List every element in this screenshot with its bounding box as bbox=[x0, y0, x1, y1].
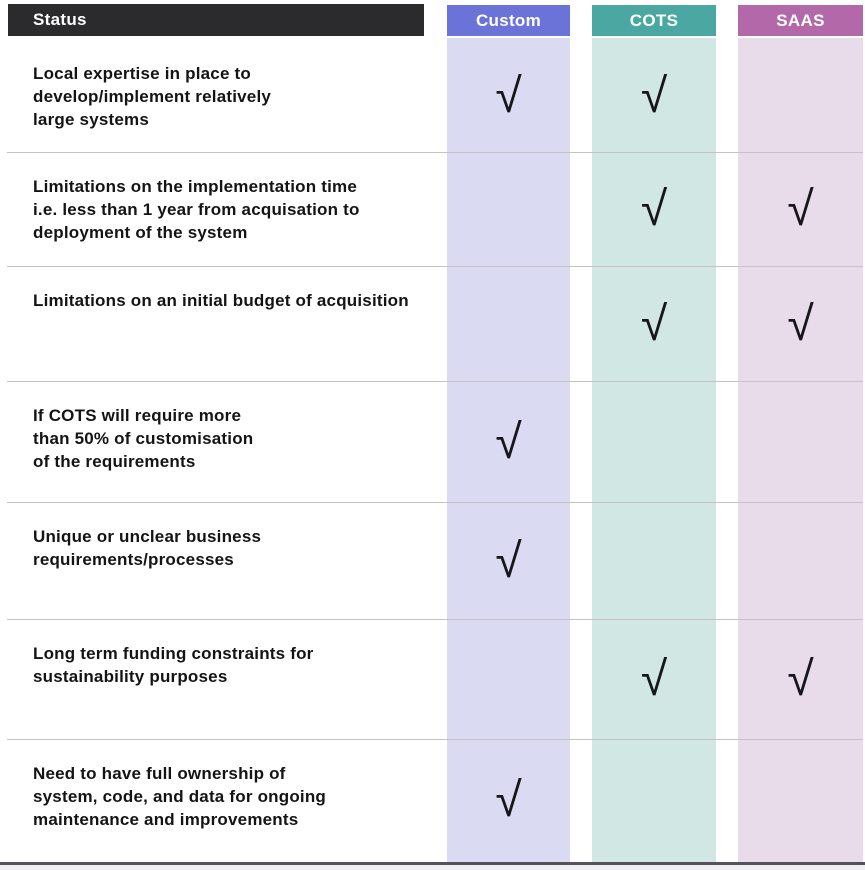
table-row: Local expertise in place to develop/impl… bbox=[0, 40, 865, 153]
check-cell-cots: √ bbox=[592, 40, 716, 153]
row-divider bbox=[7, 152, 863, 153]
column-header-custom: Custom bbox=[447, 5, 570, 36]
check-cell-saas bbox=[738, 503, 863, 620]
check-cell-cots bbox=[592, 382, 716, 503]
column-header-saas: SAAS bbox=[738, 5, 863, 36]
table-row: Limitations on the implementation time i… bbox=[0, 153, 865, 267]
column-band-custom bbox=[447, 38, 570, 862]
row-label: Long term funding constraints for sustai… bbox=[33, 644, 314, 686]
table-row: Limitations on an initial budget of acqu… bbox=[0, 267, 865, 382]
check-cell-custom: √ bbox=[447, 40, 570, 153]
column-header-cots-label: COTS bbox=[629, 10, 679, 30]
row-divider bbox=[7, 739, 863, 740]
status-header: Status bbox=[8, 4, 424, 36]
check-mark-icon: √ bbox=[640, 69, 668, 123]
check-cell-cots: √ bbox=[592, 620, 716, 740]
check-cell-saas: √ bbox=[738, 267, 863, 382]
status-header-label: Status bbox=[33, 10, 87, 29]
table-row: If COTS will require more than 50% of cu… bbox=[0, 382, 865, 503]
row-label: If COTS will require more than 50% of cu… bbox=[33, 406, 254, 471]
row-label: Local expertise in place to develop/impl… bbox=[33, 64, 272, 129]
column-header-custom-label: Custom bbox=[475, 10, 542, 30]
row-divider bbox=[7, 502, 863, 503]
check-cell-custom bbox=[447, 153, 570, 267]
check-mark-icon: √ bbox=[787, 297, 814, 351]
check-cell-saas bbox=[738, 740, 863, 862]
check-mark-icon: √ bbox=[640, 297, 668, 351]
check-cell-saas: √ bbox=[738, 620, 863, 740]
check-cell-custom bbox=[447, 267, 570, 382]
column-header-saas-label: SAAS bbox=[776, 10, 825, 30]
check-mark-icon: √ bbox=[495, 69, 522, 123]
row-label: Limitations on the implementation time i… bbox=[33, 177, 360, 242]
check-cell-saas bbox=[738, 40, 863, 153]
row-label: Limitations on an initial budget of acqu… bbox=[33, 291, 409, 310]
table-rows: Local expertise in place to develop/impl… bbox=[0, 40, 865, 862]
column-band-cots bbox=[592, 38, 716, 862]
check-mark-icon: √ bbox=[495, 774, 522, 827]
check-mark-icon: √ bbox=[787, 183, 814, 236]
table-row: Long term funding constraints for sustai… bbox=[0, 620, 865, 740]
check-mark-icon: √ bbox=[640, 653, 668, 706]
column-header-cots: COTS bbox=[592, 5, 716, 36]
bottom-strip bbox=[0, 865, 865, 870]
check-mark-icon: √ bbox=[640, 183, 668, 236]
check-mark-icon: √ bbox=[495, 415, 522, 469]
table-row: Unique or unclear business requirements/… bbox=[0, 503, 865, 620]
check-cell-custom: √ bbox=[447, 740, 570, 862]
check-mark-icon: √ bbox=[495, 534, 522, 588]
row-label: Need to have full ownership of system, c… bbox=[33, 764, 327, 829]
check-mark-icon: √ bbox=[787, 653, 814, 706]
check-cell-saas bbox=[738, 382, 863, 503]
row-divider bbox=[7, 381, 863, 382]
column-band-saas bbox=[738, 38, 863, 862]
check-cell-cots bbox=[592, 503, 716, 620]
bottom-edge bbox=[0, 862, 865, 865]
check-cell-cots: √ bbox=[592, 267, 716, 382]
check-cell-custom: √ bbox=[447, 503, 570, 620]
check-cell-cots bbox=[592, 740, 716, 862]
check-cell-saas: √ bbox=[738, 153, 863, 267]
table-row: Need to have full ownership of system, c… bbox=[0, 740, 865, 862]
row-divider bbox=[7, 619, 863, 620]
check-cell-cots: √ bbox=[592, 153, 716, 267]
row-label: Unique or unclear business requirements/… bbox=[33, 527, 262, 569]
row-divider bbox=[7, 266, 863, 267]
check-cell-custom: √ bbox=[447, 382, 570, 503]
check-cell-custom bbox=[447, 620, 570, 740]
